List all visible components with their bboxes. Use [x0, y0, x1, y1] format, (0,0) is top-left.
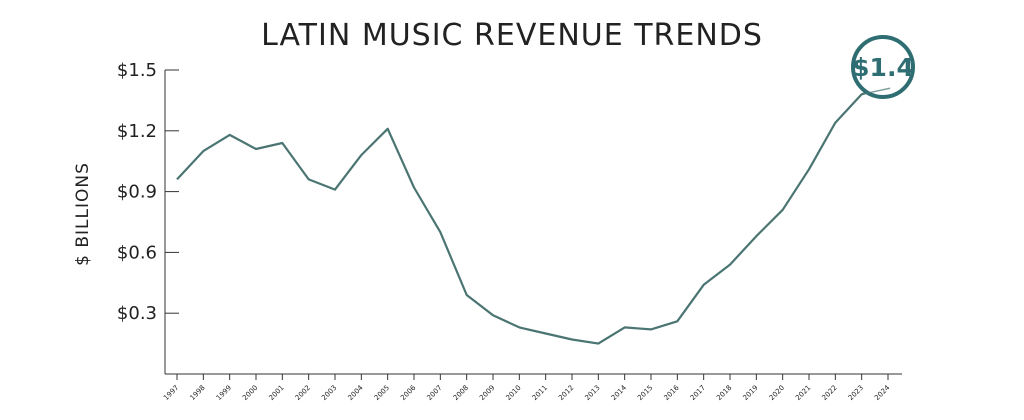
x-tick-label: 1999 [215, 384, 233, 402]
x-tick-label: 2008 [452, 384, 470, 402]
value-callout: $1.4 [851, 35, 915, 99]
y-tick-label: $0.6 [117, 242, 157, 263]
x-tick-label: 2010 [504, 384, 522, 402]
x-tick-label: 2000 [241, 384, 259, 402]
x-tick-label: 2019 [741, 384, 759, 402]
x-tick-label: 2012 [557, 384, 575, 402]
x-tick-label: 1998 [188, 384, 206, 402]
x-tick-label: 2018 [715, 384, 733, 402]
x-tick-label: 2011 [531, 384, 549, 402]
x-tick-label: 2002 [294, 384, 312, 402]
x-tick-label: 2003 [320, 384, 338, 402]
chart-title: LATIN MUSIC REVENUE TRENDS [261, 18, 763, 53]
x-tick-label: 2021 [794, 384, 812, 402]
chart-axes [164, 70, 902, 375]
x-tick-label: 2013 [583, 384, 601, 402]
x-tick-label: 2022 [820, 384, 838, 402]
x-tick-label: 2024 [873, 383, 892, 402]
x-tick-label: 2004 [346, 383, 365, 402]
series-line [176, 85, 889, 345]
x-tick-label: 2014 [610, 383, 629, 402]
x-tick-label: 2005 [373, 384, 391, 402]
callout-connector [861, 87, 891, 96]
y-tick-label: $1.2 [117, 121, 157, 142]
x-tick-label: 2001 [267, 384, 285, 402]
x-tick-label: 2007 [425, 384, 443, 402]
y-tick-label: $1.5 [117, 60, 157, 81]
y-axis-label: $ BILLIONS [73, 162, 93, 266]
x-tick-label: 2015 [636, 384, 654, 402]
x-tick-label: 2006 [399, 383, 418, 402]
x-axis-ticks: 1997 1998 1999 2000 2001 2002 2003 2004 2005 2006… [162, 374, 892, 402]
callout-label: $1.4 [852, 53, 914, 82]
callout-circle [851, 35, 915, 99]
x-tick-label: 2023 [847, 384, 865, 402]
y-tick-label: $0.9 [117, 182, 157, 203]
series-group [176, 85, 889, 345]
x-tick-label: 2016 [662, 383, 681, 402]
x-tick-label: 1997 [162, 384, 180, 402]
x-tick-label: 2009 [478, 384, 496, 402]
x-tick-label: 2020 [768, 384, 786, 402]
y-tick-label: $0.3 [117, 303, 157, 324]
y-axis-ticks: $0.3 $0.6 $0.9 $1.2 $1.5 [117, 60, 179, 324]
x-tick-label: 2017 [689, 384, 707, 402]
